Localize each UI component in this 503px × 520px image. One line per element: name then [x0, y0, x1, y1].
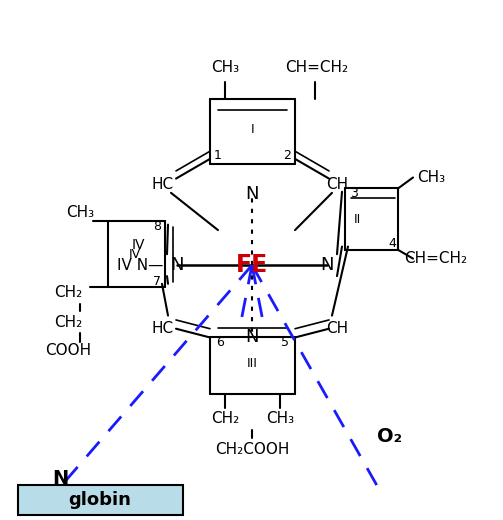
Text: COOH: COOH	[45, 343, 91, 358]
Text: IV: IV	[128, 248, 140, 261]
Text: 2: 2	[283, 149, 291, 162]
Text: CH: CH	[326, 177, 348, 191]
Text: CH=CH₂: CH=CH₂	[285, 60, 349, 75]
Text: N: N	[170, 256, 184, 274]
Text: CH₂COOH: CH₂COOH	[215, 442, 290, 457]
Text: II: II	[354, 213, 361, 226]
Text: CH₃: CH₃	[66, 205, 94, 220]
Text: CH₃: CH₃	[211, 60, 239, 75]
Text: globin: globin	[68, 491, 131, 509]
Text: O₂: O₂	[377, 426, 402, 446]
Text: 6: 6	[216, 336, 224, 349]
Text: N: N	[320, 256, 334, 274]
Text: CH₂: CH₂	[54, 285, 82, 300]
Text: CH₃: CH₃	[417, 170, 445, 185]
Text: III: III	[247, 357, 258, 370]
Text: HC: HC	[152, 177, 174, 191]
Text: FE: FE	[236, 253, 268, 277]
Text: HC: HC	[152, 321, 174, 336]
Text: CH: CH	[326, 321, 348, 336]
Text: 1: 1	[214, 149, 222, 162]
Text: CH₂: CH₂	[54, 315, 82, 330]
Text: 3: 3	[350, 187, 358, 200]
Text: CH₃: CH₃	[266, 411, 294, 426]
Text: I: I	[250, 123, 255, 136]
Text: CH₂: CH₂	[211, 411, 239, 426]
Text: IV: IV	[131, 239, 145, 252]
Text: 5: 5	[281, 336, 289, 349]
Text: IV N—: IV N—	[117, 258, 163, 272]
Text: 4: 4	[388, 237, 396, 250]
Text: CH=CH₂: CH=CH₂	[404, 251, 468, 266]
Bar	[18, 485, 183, 515]
Text: N: N	[245, 185, 259, 203]
Text: 7: 7	[153, 275, 161, 288]
Text: N: N	[52, 469, 68, 488]
Text: 8: 8	[153, 220, 161, 233]
Text: N: N	[245, 329, 259, 346]
